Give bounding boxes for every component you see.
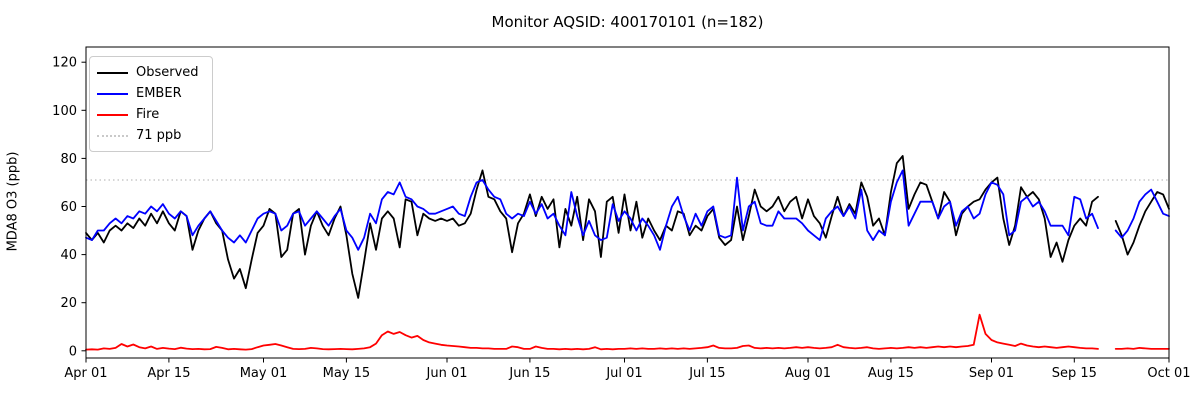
x-tick-label: May 01 bbox=[240, 366, 288, 381]
legend-label: 71 ppb bbox=[136, 128, 182, 143]
x-tick-label: Jun 01 bbox=[426, 366, 468, 381]
y-tick-label: 40 bbox=[60, 248, 77, 263]
x-tick-label: Apr 01 bbox=[64, 366, 107, 381]
y-tick-label: 100 bbox=[52, 104, 77, 119]
legend-label: Observed bbox=[136, 65, 199, 80]
x-tick-label: Aug 01 bbox=[785, 366, 831, 381]
y-axis-label: MDA8 O3 (ppb) bbox=[5, 151, 21, 252]
y-tick-label: 120 bbox=[52, 56, 77, 71]
x-tick-label: Apr 15 bbox=[147, 366, 190, 381]
x-tick-label: Oct 01 bbox=[1147, 366, 1190, 381]
axes-frame bbox=[85, 46, 1170, 359]
legend-label: EMBER bbox=[136, 86, 182, 101]
legend: Observed EMBER Fire 71 ppb bbox=[89, 56, 213, 152]
x-tick-label: Sep 15 bbox=[1052, 366, 1097, 381]
y-tick-label: 60 bbox=[60, 200, 77, 215]
legend-item-fire: Fire bbox=[97, 104, 204, 125]
x-tick-label: Sep 01 bbox=[969, 366, 1014, 381]
legend-label: Fire bbox=[136, 107, 160, 122]
legend-line-sample bbox=[97, 92, 128, 95]
legend-item-71-ppb: 71 ppb bbox=[97, 125, 204, 146]
x-tick-label: Jul 01 bbox=[605, 366, 642, 381]
x-tick-label: Jul 15 bbox=[688, 366, 725, 381]
legend-line-sample bbox=[97, 134, 128, 137]
legend-item-observed: Observed bbox=[97, 62, 204, 83]
x-tick-label: Jun 15 bbox=[508, 366, 550, 381]
y-tick-label: 20 bbox=[60, 296, 77, 311]
legend-item-ember: EMBER bbox=[97, 83, 204, 104]
y-tick-label: 0 bbox=[69, 344, 77, 359]
series-line-fire bbox=[85, 313, 1170, 351]
x-tick-label: Aug 15 bbox=[868, 366, 914, 381]
x-tick-label: May 15 bbox=[323, 366, 371, 381]
y-tick-label: 80 bbox=[60, 152, 77, 167]
legend-line-sample bbox=[97, 113, 128, 116]
series-line-ember bbox=[85, 169, 1170, 251]
series-line-observed bbox=[85, 155, 1170, 299]
legend-line-sample bbox=[97, 71, 128, 74]
chart-title: Monitor AQSID: 400170101 (n=182) bbox=[491, 13, 764, 31]
